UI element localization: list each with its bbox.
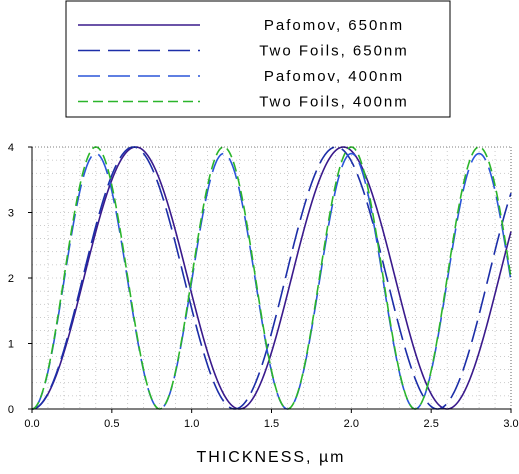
legend-label-2: Two Foils, 650nm [259, 43, 409, 60]
series-group [31, 146, 512, 410]
legend-label-1: Pafomov, 650nm [264, 17, 404, 34]
y-tick-label: 4 [8, 142, 14, 154]
y-tick-label: 1 [8, 339, 14, 351]
legend-box [65, 0, 451, 118]
ticks: 0.0 0.5 1.0 1.5 2.0 2.5 3.0 0 1 2 3 4 [8, 142, 519, 430]
series-line-4 [31, 146, 512, 410]
x-tick-label: 0.0 [24, 418, 39, 430]
y-tick-label: 0 [8, 404, 14, 416]
series-line-2 [31, 146, 512, 410]
x-tick-label: 0.5 [104, 418, 119, 430]
x-tick-label: 2.5 [424, 418, 439, 430]
y-tick-label: 2 [8, 273, 14, 285]
legend-label-4: Two Foils, 400nm [259, 94, 409, 111]
x-tick-label: 1.5 [264, 418, 279, 430]
series-line-1 [31, 146, 512, 410]
y-tick-label: 3 [8, 208, 14, 220]
legend: Pafomov, 650nm Two Foils, 650nm Pafomov, 4… [65, 0, 451, 118]
plot-area: 0.0 0.5 1.0 1.5 2.0 2.5 3.0 0 1 2 3 4 [8, 142, 519, 430]
legend-label-3: Pafomov, 400nm [264, 68, 404, 85]
x-tick-label: 1.0 [184, 418, 199, 430]
x-axis-title: THICKNESS, µm [196, 449, 345, 466]
x-tick-label: 3.0 [503, 418, 518, 430]
x-tick-label: 2.0 [344, 418, 359, 430]
